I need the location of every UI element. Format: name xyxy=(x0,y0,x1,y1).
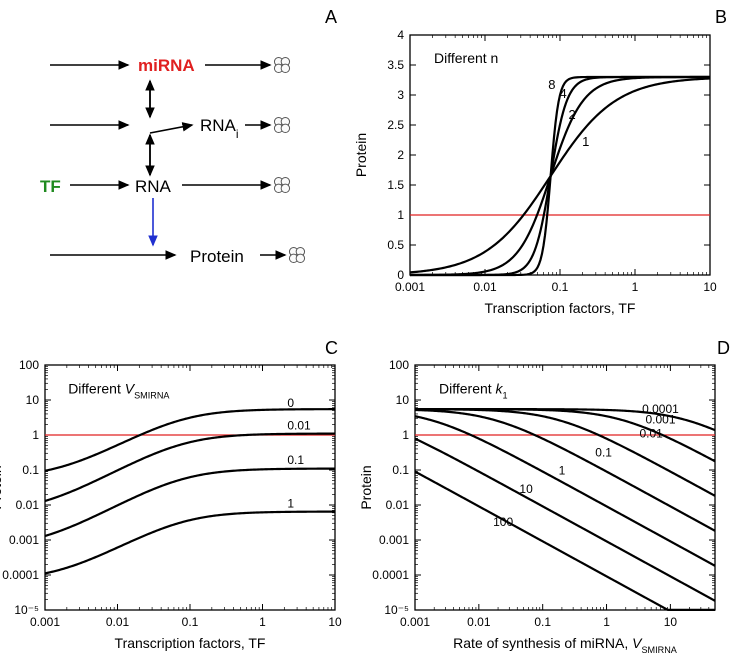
svg-text:1: 1 xyxy=(397,208,404,222)
svg-text:0.1: 0.1 xyxy=(182,615,199,629)
svg-text:1: 1 xyxy=(402,428,409,442)
svg-text:0.001: 0.001 xyxy=(9,533,39,547)
svg-text:10: 10 xyxy=(26,393,40,407)
svg-text:1: 1 xyxy=(559,463,566,477)
svg-text:1.5: 1.5 xyxy=(387,178,404,192)
svg-text:1: 1 xyxy=(603,615,610,629)
svg-text:1: 1 xyxy=(632,280,639,294)
svg-text:2: 2 xyxy=(397,148,404,162)
svg-text:Protein: Protein xyxy=(0,465,4,509)
panel-b-label: B xyxy=(715,7,727,28)
svg-text:0.01: 0.01 xyxy=(106,615,130,629)
svg-text:0.1: 0.1 xyxy=(392,463,409,477)
svg-text:0.001: 0.001 xyxy=(30,615,60,629)
svg-text:0.0001: 0.0001 xyxy=(2,568,39,582)
svg-text:0.01: 0.01 xyxy=(16,498,40,512)
svg-text:0.01: 0.01 xyxy=(386,498,410,512)
panel-a-diagram: miRNA RNAi TF RNA Protein xyxy=(20,35,320,290)
svg-text:0.0001: 0.0001 xyxy=(372,568,409,582)
svg-text:0.1: 0.1 xyxy=(287,453,304,467)
svg-text:3: 3 xyxy=(397,88,404,102)
svg-text:0: 0 xyxy=(287,396,294,410)
svg-text:0.01: 0.01 xyxy=(639,426,663,440)
svg-text:Protein: Protein xyxy=(190,247,244,266)
svg-text:2: 2 xyxy=(568,107,575,122)
svg-text:1: 1 xyxy=(259,615,266,629)
svg-text:10: 10 xyxy=(328,615,342,629)
panel-a-label: A xyxy=(325,7,337,28)
svg-text:miRNA: miRNA xyxy=(138,56,195,75)
svg-text:100: 100 xyxy=(493,515,513,529)
svg-text:Protein: Protein xyxy=(353,133,369,177)
svg-text:0.01: 0.01 xyxy=(473,280,497,294)
svg-text:10: 10 xyxy=(703,280,717,294)
svg-text:0.1: 0.1 xyxy=(595,446,612,460)
svg-text:8: 8 xyxy=(548,77,555,92)
svg-text:0.001: 0.001 xyxy=(645,413,675,427)
panel-b-chart: 0.0010.010.111000.511.522.533.541248Diff… xyxy=(352,29,718,323)
svg-text:2.5: 2.5 xyxy=(387,118,404,132)
svg-text:RNA: RNA xyxy=(135,177,172,196)
svg-text:0.001: 0.001 xyxy=(400,615,430,629)
svg-text:10: 10 xyxy=(396,393,410,407)
svg-text:0.1: 0.1 xyxy=(22,463,39,477)
svg-text:100: 100 xyxy=(19,359,39,372)
svg-text:100: 100 xyxy=(389,359,409,372)
svg-text:10⁻⁵: 10⁻⁵ xyxy=(384,603,409,617)
svg-text:10⁻⁵: 10⁻⁵ xyxy=(14,603,39,617)
svg-text:1: 1 xyxy=(582,134,589,149)
svg-text:4: 4 xyxy=(397,29,404,42)
svg-text:0.001: 0.001 xyxy=(395,280,425,294)
svg-text:10: 10 xyxy=(664,615,678,629)
svg-text:Transcription factors, TF: Transcription factors, TF xyxy=(485,300,636,316)
svg-text:0.5: 0.5 xyxy=(387,238,404,252)
svg-text:0.1: 0.1 xyxy=(552,280,569,294)
svg-text:0.01: 0.01 xyxy=(467,615,491,629)
svg-text:Protein: Protein xyxy=(358,465,374,509)
svg-text:0.01: 0.01 xyxy=(287,418,311,432)
svg-text:Transcription factors, TF: Transcription factors, TF xyxy=(115,635,266,651)
svg-text:0.001: 0.001 xyxy=(379,533,409,547)
svg-text:0: 0 xyxy=(397,268,404,282)
svg-text:10: 10 xyxy=(519,482,533,496)
svg-text:Rate of synthesis of miRNA, VS: Rate of synthesis of miRNA, VSMIRNA xyxy=(453,635,678,655)
svg-text:RNAi: RNAi xyxy=(200,116,239,141)
svg-text:TF: TF xyxy=(40,177,61,196)
svg-text:3.5: 3.5 xyxy=(387,58,404,72)
panel-c-label: C xyxy=(325,338,338,359)
panel-d-label: D xyxy=(717,338,730,359)
svg-text:1: 1 xyxy=(32,428,39,442)
panel-c-chart: 0.0010.010.111010⁻⁵0.00010.0010.010.1110… xyxy=(0,359,343,658)
svg-text:Different n: Different n xyxy=(434,50,498,66)
svg-text:1: 1 xyxy=(287,496,294,510)
panel-d-chart: 0.0010.010.111010⁻⁵0.00010.0010.010.1110… xyxy=(357,359,723,658)
svg-text:0.1: 0.1 xyxy=(534,615,551,629)
